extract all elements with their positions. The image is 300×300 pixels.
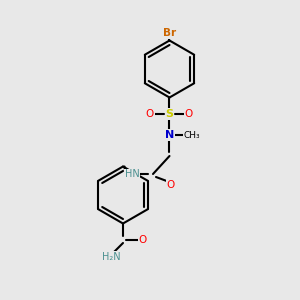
Text: CH₃: CH₃ (184, 130, 200, 140)
Text: O: O (146, 109, 154, 119)
Text: N: N (165, 130, 174, 140)
Text: O: O (167, 179, 175, 190)
Text: H₂N: H₂N (102, 251, 120, 262)
Text: Br: Br (163, 28, 176, 38)
Text: O: O (185, 109, 193, 119)
Text: O: O (138, 235, 147, 245)
Text: S: S (166, 109, 173, 119)
Text: HN: HN (124, 169, 140, 179)
